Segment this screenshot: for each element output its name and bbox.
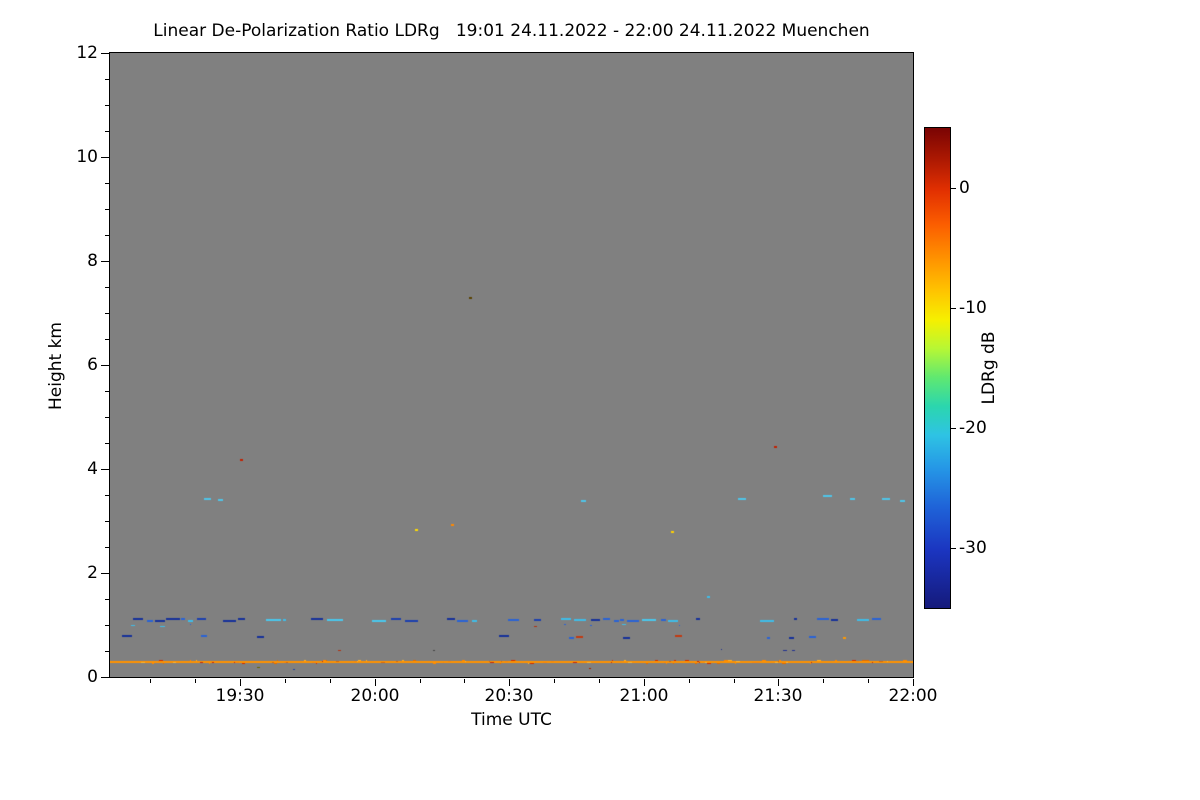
y-tick-label: 6 — [87, 355, 98, 375]
x-minor-tick-mark — [285, 679, 286, 683]
y-minor-tick-mark — [105, 79, 109, 80]
colorbar-tick-mark — [951, 428, 956, 429]
y-minor-tick-mark — [105, 209, 109, 210]
x-tick-label: 20:30 — [484, 686, 534, 706]
y-minor-tick-mark — [105, 235, 109, 236]
x-tick-label: 21:30 — [753, 686, 803, 706]
y-tick-mark — [101, 469, 109, 470]
y-tick-mark — [101, 157, 109, 158]
y-minor-tick-mark — [105, 443, 109, 444]
y-minor-tick-mark — [105, 287, 109, 288]
y-minor-tick-mark — [105, 183, 109, 184]
y-tick-label: 12 — [76, 43, 98, 63]
y-minor-tick-mark — [105, 651, 109, 652]
x-tick-label: 22:00 — [888, 686, 938, 706]
x-minor-tick-mark — [330, 679, 331, 683]
y-minor-tick-mark — [105, 625, 109, 626]
x-tick-mark — [509, 679, 510, 686]
colorbar-tick-mark — [951, 188, 956, 189]
x-minor-tick-mark — [868, 679, 869, 683]
x-minor-tick-mark — [150, 679, 151, 683]
x-minor-tick-mark — [734, 679, 735, 683]
x-minor-tick-mark — [554, 679, 555, 683]
y-minor-tick-mark — [105, 417, 109, 418]
y-minor-tick-mark — [105, 313, 109, 314]
x-tick-mark — [913, 679, 914, 686]
colorbar-gradient — [924, 127, 951, 609]
y-tick-label: 10 — [76, 147, 98, 167]
colorbar-tick-label: -30 — [959, 538, 987, 558]
y-tick-mark — [101, 261, 109, 262]
y-tick-label: 8 — [87, 251, 98, 271]
y-tick-label: 0 — [87, 667, 98, 687]
y-tick-label: 4 — [87, 459, 98, 479]
plot-title: Linear De-Polarization Ratio LDRg 19:01 … — [153, 21, 870, 41]
y-tick-mark — [101, 677, 109, 678]
x-tick-mark — [375, 679, 376, 686]
x-tick-mark — [240, 679, 241, 686]
y-tick-label: 2 — [87, 563, 98, 583]
x-minor-tick-mark — [689, 679, 690, 683]
y-tick-mark — [101, 365, 109, 366]
x-minor-tick-mark — [195, 679, 196, 683]
y-minor-tick-mark — [105, 599, 109, 600]
colorbar-tick-mark — [951, 548, 956, 549]
plot-area — [109, 52, 914, 678]
x-tick-label: 21:00 — [619, 686, 669, 706]
x-tick-label: 20:00 — [350, 686, 400, 706]
y-minor-tick-mark — [105, 547, 109, 548]
y-minor-tick-mark — [105, 391, 109, 392]
x-minor-tick-mark — [823, 679, 824, 683]
y-minor-tick-mark — [105, 495, 109, 496]
colorbar-label: LDRg dB — [979, 331, 999, 405]
y-minor-tick-mark — [105, 521, 109, 522]
x-minor-tick-mark — [420, 679, 421, 683]
colorbar-tick-label: -20 — [959, 418, 987, 438]
x-minor-tick-mark — [599, 679, 600, 683]
x-axis-label: Time UTC — [471, 710, 552, 730]
y-tick-mark — [101, 573, 109, 574]
x-tick-mark — [778, 679, 779, 686]
y-tick-mark — [101, 53, 109, 54]
y-minor-tick-mark — [105, 131, 109, 132]
x-tick-mark — [644, 679, 645, 686]
heatmap-canvas — [110, 53, 913, 677]
y-minor-tick-mark — [105, 339, 109, 340]
x-minor-tick-mark — [464, 679, 465, 683]
x-tick-label: 19:30 — [215, 686, 265, 706]
colorbar-tick-label: -10 — [959, 298, 987, 318]
colorbar-tick-mark — [951, 308, 956, 309]
colorbar-tick-label: 0 — [959, 178, 970, 198]
y-minor-tick-mark — [105, 105, 109, 106]
